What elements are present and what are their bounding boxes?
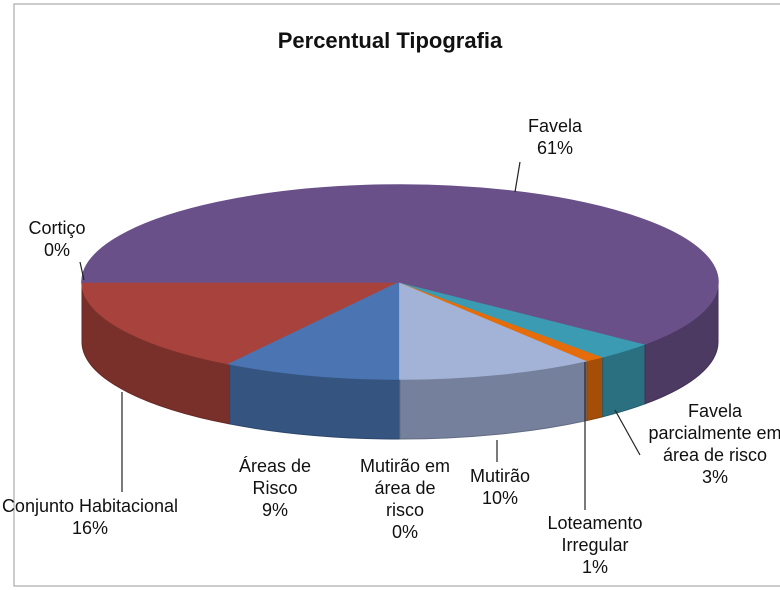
chart-title: Percentual Tipografia [277, 28, 503, 53]
slice-value-label: 0% [43, 240, 70, 260]
leader-line [614, 409, 641, 456]
slice-value-label: 61% [536, 138, 574, 158]
slice-value-label: 1% [581, 557, 608, 577]
slice-label: Loteamento Irregular [547, 513, 643, 555]
slice-value-label: 9% [261, 500, 288, 520]
slice-value-label: 10% [481, 488, 519, 508]
slice [399, 280, 590, 380]
slice-label: Favela [527, 116, 583, 136]
slice [81, 184, 719, 345]
slice-label: Conjunto Habitacional [1, 496, 179, 516]
slice-label: Áreas de Risco [238, 456, 312, 498]
slice-label: Favela parcialmente em área de risco [648, 401, 780, 465]
slice-value-label: 16% [71, 518, 109, 538]
slice-label: Cortiço [28, 218, 86, 238]
leader-line [514, 161, 521, 193]
slice-value-label: 3% [701, 467, 728, 487]
leader-line [79, 261, 85, 281]
slice [227, 280, 401, 380]
slice-side [586, 356, 604, 422]
slice-value-label: 0% [391, 522, 418, 542]
slice [81, 281, 401, 365]
slice-label: Mutirão [469, 466, 531, 486]
slice-label: Mutirão em área de risco [359, 456, 451, 520]
